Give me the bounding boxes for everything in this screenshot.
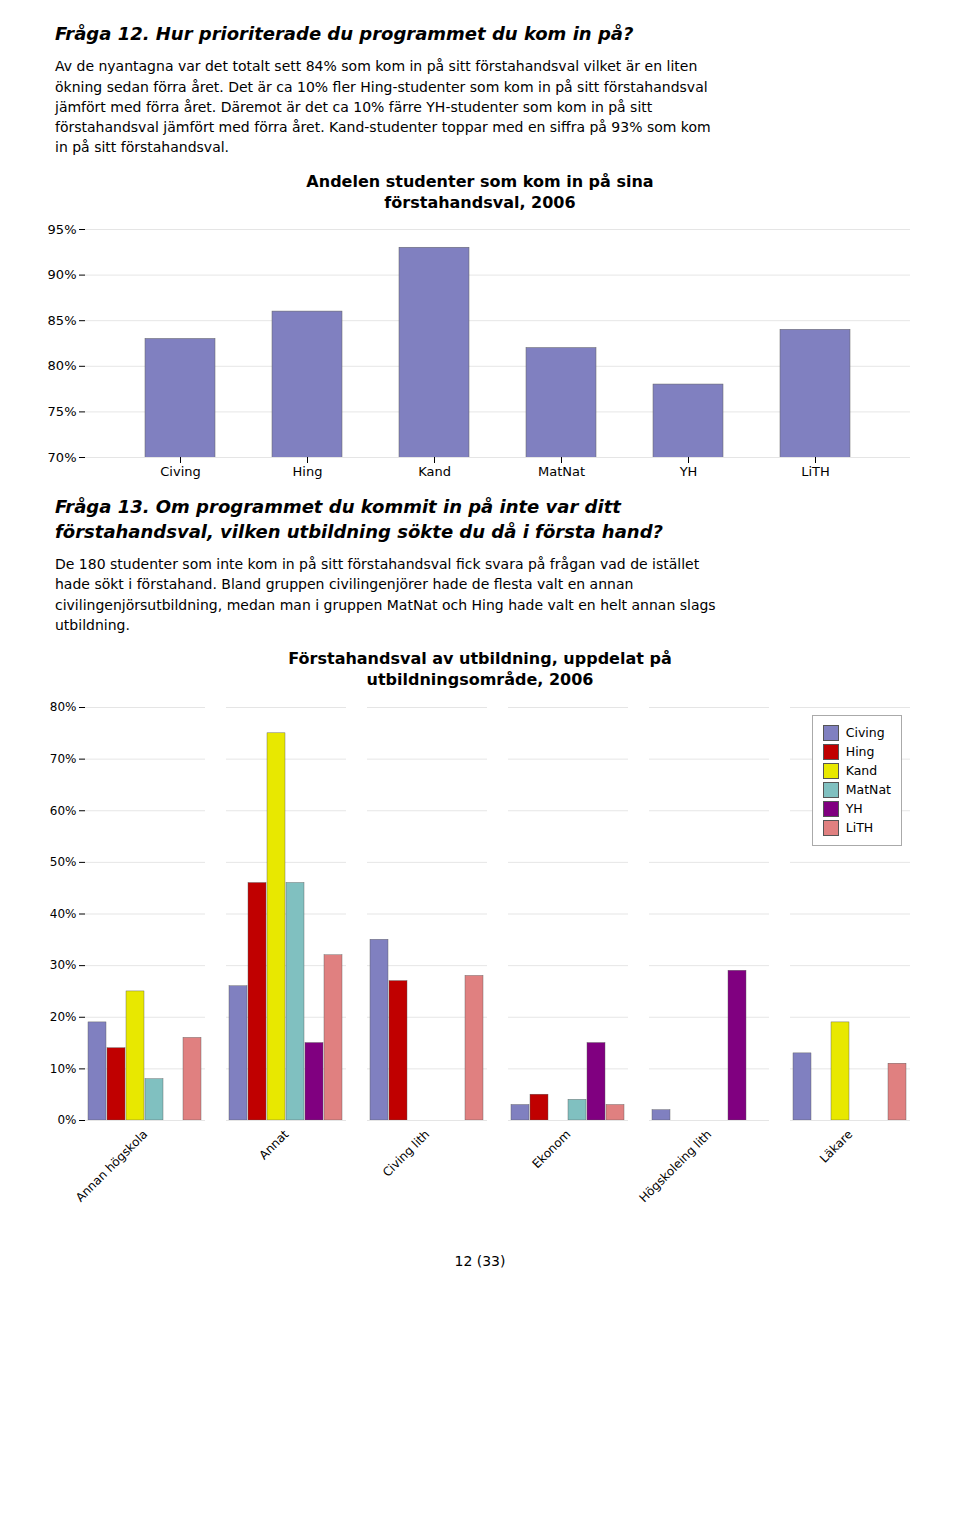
html-text:förstahandsval, vilken utbildn: förstahandsval, vilken utbildning sökte …: [55, 520, 663, 542]
svg-text:80%: 80%: [48, 359, 77, 374]
html-text:Hing: Hing: [845, 744, 875, 760]
svg-text:60%: 60%: [50, 803, 77, 817]
html-text:MatNat: MatNat: [845, 782, 891, 798]
svg-text:80%: 80%: [50, 700, 77, 714]
svg-text:Civing lith: Civing lith: [380, 1127, 432, 1179]
svg-text:90%: 90%: [48, 268, 77, 283]
svg-text:40%: 40%: [50, 907, 77, 921]
html-text:utbildning.: utbildning.: [55, 616, 130, 633]
svg-text:10%: 10%: [50, 1061, 77, 1075]
svg-text:Annat: Annat: [256, 1127, 291, 1162]
svg-text:MatNat: MatNat: [538, 464, 585, 479]
svg-text:70%: 70%: [50, 752, 77, 766]
svg-text:50%: 50%: [50, 855, 77, 869]
svg-text:Ekonom: Ekonom: [529, 1127, 573, 1171]
html-text:De 180 studenter som inte kom: De 180 studenter som inte kom in på sitt…: [55, 556, 700, 572]
html-text:hade sökt i förstahand. Bland: hade sökt i förstahand. Bland gruppen ci…: [55, 576, 634, 593]
html-text:jämfört med förra året. Däremo: jämfört med förra året. Däremot är det c…: [55, 98, 653, 115]
svg-text:70%: 70%: [48, 450, 77, 465]
html-text:YH: YH: [845, 801, 863, 817]
svg-text:Läkare: Läkare: [817, 1127, 855, 1165]
html-text:utbildningsområde, 2006: utbildningsområde, 2006: [366, 670, 594, 689]
html-text:Av de nyantagna var det totalt: Av de nyantagna var det totalt sett 84% …: [55, 58, 698, 75]
html-text:12 (33): 12 (33): [454, 1252, 506, 1269]
svg-text:0%: 0%: [57, 1113, 76, 1127]
html-text:Fråga 13. Om programmet du kom: Fråga 13. Om programmet du kommit in på …: [55, 496, 621, 518]
html-text:LiTH: LiTH: [845, 820, 874, 836]
svg-text:Annan högskola: Annan högskola: [73, 1127, 150, 1204]
html-text:Fråga 12. Hur prioriterade du: Fråga 12. Hur prioriterade du programmet…: [55, 23, 634, 44]
svg-text:Civing: Civing: [160, 464, 201, 479]
svg-text:85%: 85%: [48, 313, 77, 328]
svg-text:LiTH: LiTH: [801, 464, 830, 479]
svg-text:75%: 75%: [48, 404, 77, 419]
html-text:Civing: Civing: [845, 725, 885, 741]
html-text:förstahandsval, 2006: förstahandsval, 2006: [384, 192, 576, 212]
svg-text:Hing: Hing: [293, 464, 323, 479]
html-text:Kand: Kand: [845, 763, 878, 779]
svg-text:95%: 95%: [48, 222, 77, 237]
svg-text:30%: 30%: [50, 958, 77, 972]
svg-text:20%: 20%: [50, 1010, 77, 1024]
html-text:Förstahandsval av utbildning,: Förstahandsval av utbildning, uppdelat p…: [288, 649, 672, 669]
html-text:ökning sedan förra året. Det ä: ökning sedan förra året. Det är ca 10% f…: [55, 78, 708, 95]
html-text:in på sitt förstahandsval.: in på sitt förstahandsval.: [55, 139, 230, 156]
svg-text:YH: YH: [679, 464, 698, 479]
svg-text:Kand: Kand: [418, 464, 451, 479]
html-text:förstahandsval jämfört med för: förstahandsval jämfört med förra året. K…: [55, 119, 711, 136]
html-text:civilingenjörsutbildning, meda: civilingenjörsutbildning, medan man i gr…: [55, 596, 716, 613]
svg-text:Högskoleing lith: Högskoleing lith: [636, 1127, 714, 1205]
html-text:Andelen studenter som kom in p: Andelen studenter som kom in på sina: [306, 171, 654, 191]
